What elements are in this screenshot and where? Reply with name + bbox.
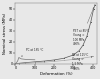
Text: PS at 115°C
Young =
1.5 MPa
300%: PS at 115°C Young = 1.5 MPa 300% (72, 53, 92, 71)
Text: PC at 165 °C: PC at 165 °C (21, 48, 43, 56)
Y-axis label: Nominal stress (MPa): Nominal stress (MPa) (4, 13, 8, 54)
Text: PET at 85°C
Young =
100 MPa
400%: PET at 85°C Young = 100 MPa 400% (73, 8, 94, 46)
X-axis label: Deformation (%): Deformation (%) (40, 71, 72, 76)
